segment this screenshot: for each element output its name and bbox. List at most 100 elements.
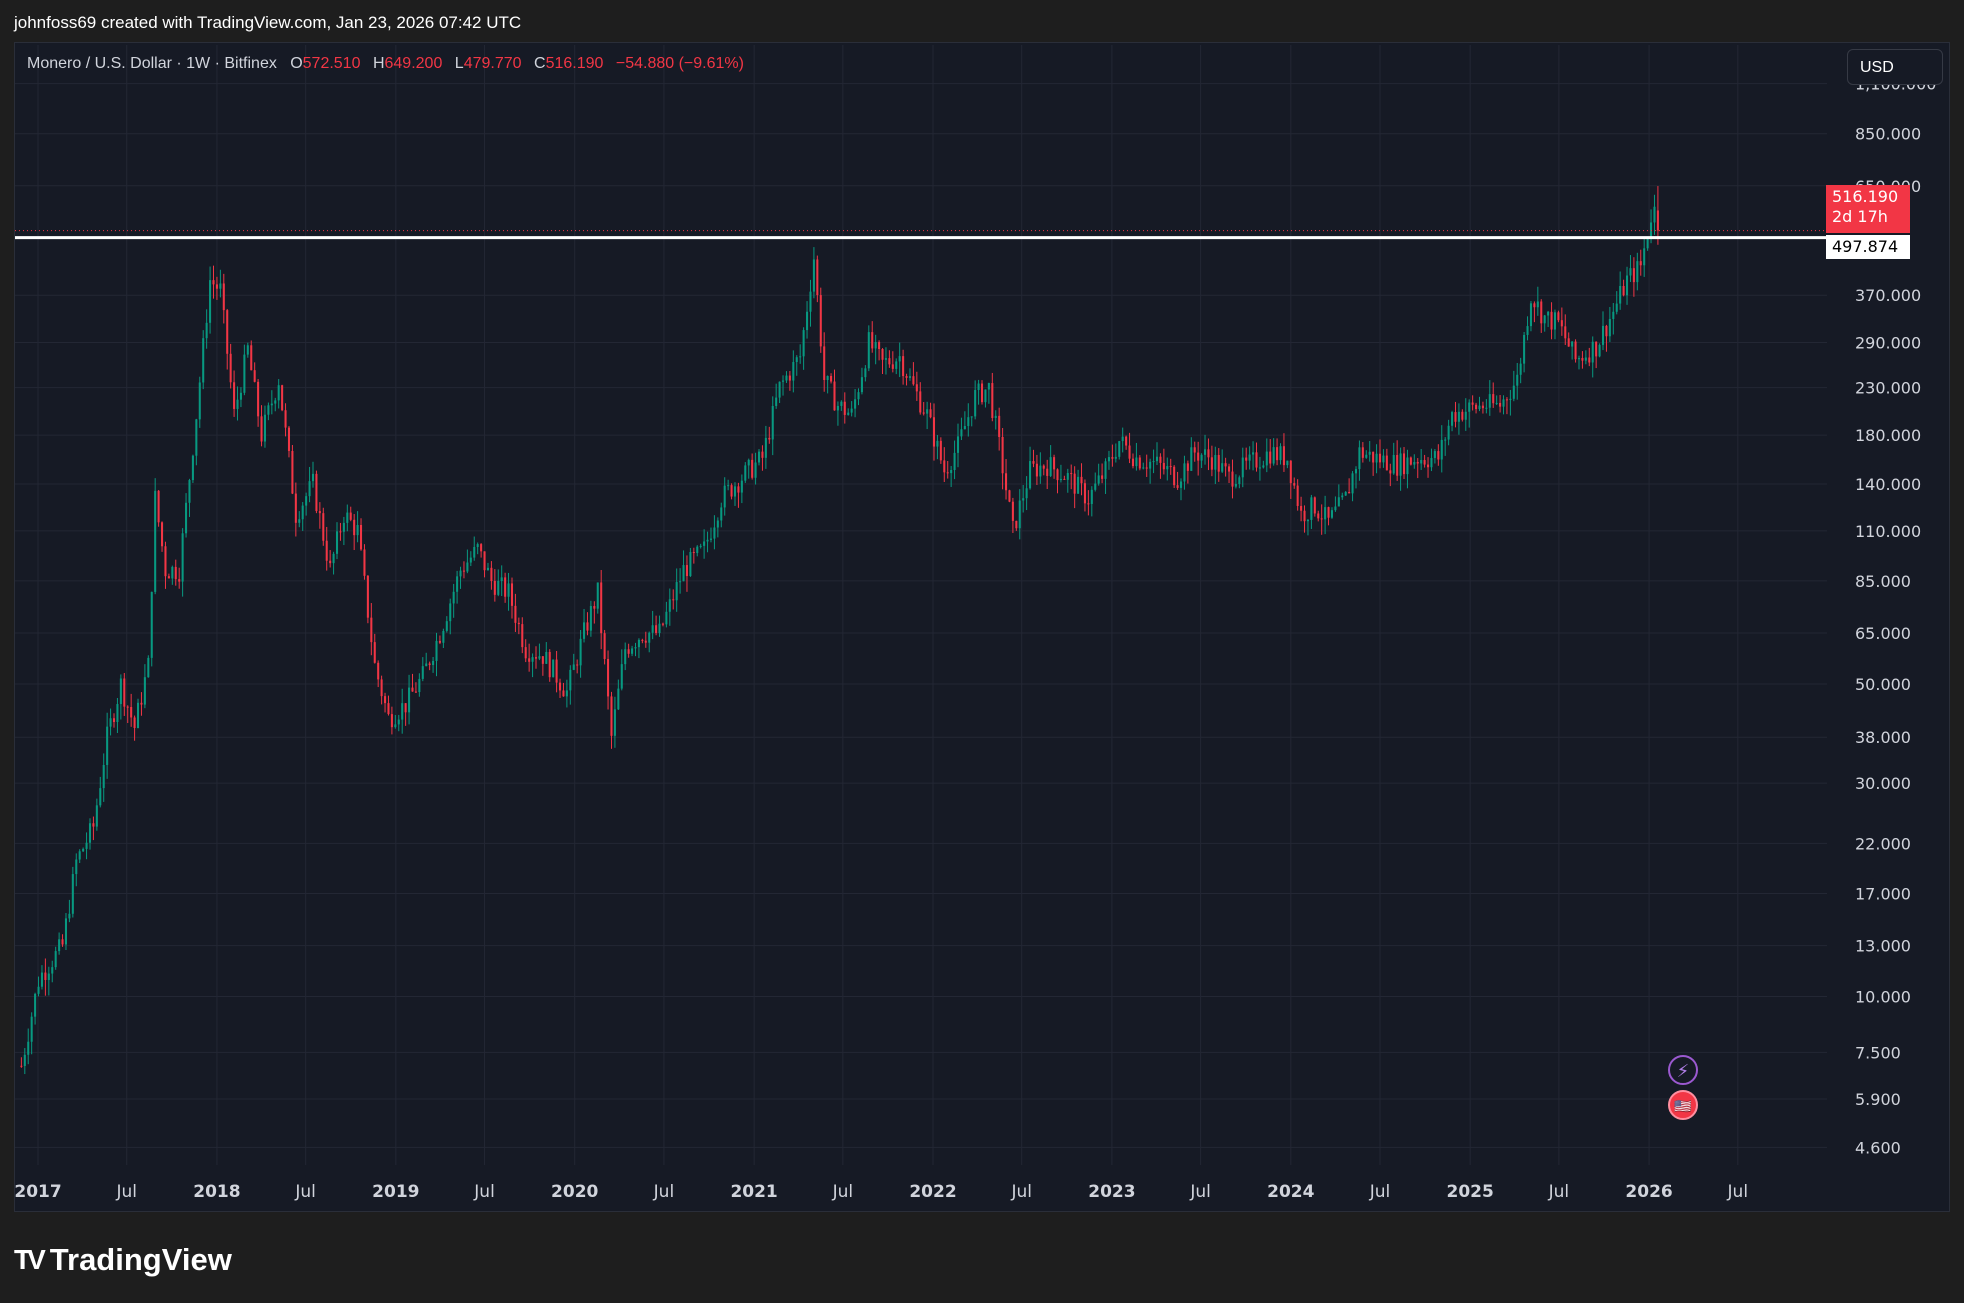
- candle-body: [1173, 466, 1176, 486]
- candle-body: [799, 356, 802, 358]
- candle-body: [1279, 446, 1282, 461]
- candle-body: [830, 375, 833, 382]
- candle-body: [747, 459, 750, 466]
- candle-body: [54, 951, 57, 968]
- tradingview-mark-icon: TV: [14, 1244, 46, 1275]
- candle-body: [775, 397, 778, 406]
- candle-body: [1152, 461, 1155, 463]
- y-tick-label: 850.000: [1855, 125, 1921, 144]
- candle-body: [528, 658, 531, 662]
- candle-body: [1571, 341, 1574, 347]
- close-value: 516.190: [545, 55, 604, 72]
- candle-body: [730, 485, 733, 497]
- candle-body: [696, 546, 699, 554]
- lightning-event-icon[interactable]: ⚡: [1668, 1055, 1698, 1085]
- candle-body: [946, 472, 949, 474]
- candle-body: [277, 385, 280, 401]
- candle-body: [1430, 457, 1433, 468]
- candle-body: [181, 533, 184, 582]
- x-tick-label: 2018: [193, 1182, 240, 1202]
- candle-body: [1056, 469, 1059, 481]
- candle-body: [589, 606, 592, 631]
- candle-body: [1049, 457, 1052, 476]
- candle-body: [1317, 513, 1320, 519]
- candle-body: [648, 632, 651, 643]
- candle-body: [95, 805, 98, 827]
- chart-panel[interactable]: 1,100.000850.000650.000370.000290.000230…: [14, 42, 1950, 1212]
- candle-body: [1228, 466, 1231, 472]
- candle-body: [1101, 475, 1104, 479]
- candle-body: [644, 640, 647, 643]
- x-tick-label: Jul: [115, 1182, 137, 1202]
- candle-body: [191, 455, 194, 481]
- candle-body: [761, 451, 764, 458]
- us-flag-event-icon[interactable]: 🇺🇸: [1668, 1090, 1698, 1120]
- candle-body: [1245, 457, 1248, 461]
- candle-body: [1420, 460, 1423, 464]
- candle-body: [806, 311, 809, 331]
- candle-body: [195, 419, 198, 456]
- candle-body: [1289, 460, 1292, 484]
- candle-body: [349, 512, 352, 520]
- y-tick-label: 370.000: [1855, 286, 1921, 305]
- candle-body: [449, 603, 452, 622]
- x-tick-label: 2017: [15, 1182, 62, 1202]
- candle-body: [150, 591, 153, 658]
- candle-body: [308, 481, 311, 497]
- candle-body: [1053, 457, 1056, 470]
- candle-body: [781, 380, 785, 382]
- candlestick-chart[interactable]: 1,100.000850.000650.000370.000290.000230…: [15, 43, 1949, 1211]
- candle-body: [315, 473, 318, 512]
- candle-body: [576, 664, 579, 666]
- y-tick-label: 180.000: [1855, 426, 1921, 445]
- candle-body: [751, 459, 754, 478]
- candle-body: [905, 376, 908, 378]
- candle-body: [1608, 318, 1611, 337]
- candle-body: [1118, 441, 1121, 457]
- y-tick-label: 65.000: [1855, 624, 1911, 643]
- candle-body: [956, 436, 960, 453]
- candle-body: [1512, 385, 1515, 399]
- candle-body: [1402, 453, 1406, 475]
- candle-body: [998, 415, 1001, 437]
- y-tick-label: 50.000: [1855, 675, 1911, 694]
- candle-body: [1248, 454, 1251, 461]
- candle-body: [257, 381, 260, 417]
- candle-body: [1646, 237, 1649, 249]
- candle-body: [1193, 447, 1196, 453]
- candle-body: [932, 417, 936, 447]
- candle-body: [274, 400, 277, 404]
- y-tick-label: 140.000: [1855, 475, 1921, 494]
- candle-body: [517, 622, 520, 625]
- candle-body: [1622, 285, 1625, 296]
- candle-body: [634, 647, 637, 649]
- candle-body: [545, 651, 548, 664]
- candle-body: [1423, 460, 1426, 465]
- candle-body: [679, 581, 682, 583]
- candle-body: [1059, 478, 1062, 481]
- x-tick-label: 2022: [909, 1182, 956, 1202]
- currency-button[interactable]: USD: [1847, 49, 1943, 85]
- candle-body: [51, 967, 54, 974]
- tradingview-logo[interactable]: TV TradingView: [14, 1240, 232, 1280]
- symbol-legend[interactable]: Monero / U.S. Dollar · 1W · Bitfinex O57…: [27, 53, 744, 75]
- candle-body: [428, 663, 431, 666]
- candle-body: [161, 522, 164, 547]
- candle-body: [185, 502, 188, 534]
- candle-body: [404, 703, 407, 713]
- candle-body: [1488, 394, 1491, 408]
- candle-body: [1533, 303, 1536, 308]
- candle-body: [586, 622, 589, 631]
- candle-body: [1073, 473, 1076, 494]
- candle-body: [1094, 483, 1097, 490]
- candle-body: [672, 599, 675, 601]
- candle-body: [411, 687, 414, 692]
- candle-body: [229, 353, 232, 383]
- candle-body: [1001, 436, 1004, 474]
- candle-body: [1303, 510, 1306, 522]
- candle-body: [1588, 357, 1591, 363]
- candle-body: [1632, 268, 1635, 283]
- candle-body: [23, 1054, 26, 1067]
- candle-body: [572, 664, 575, 670]
- symbol-description[interactable]: Monero / U.S. Dollar · 1W · Bitfinex: [27, 55, 277, 72]
